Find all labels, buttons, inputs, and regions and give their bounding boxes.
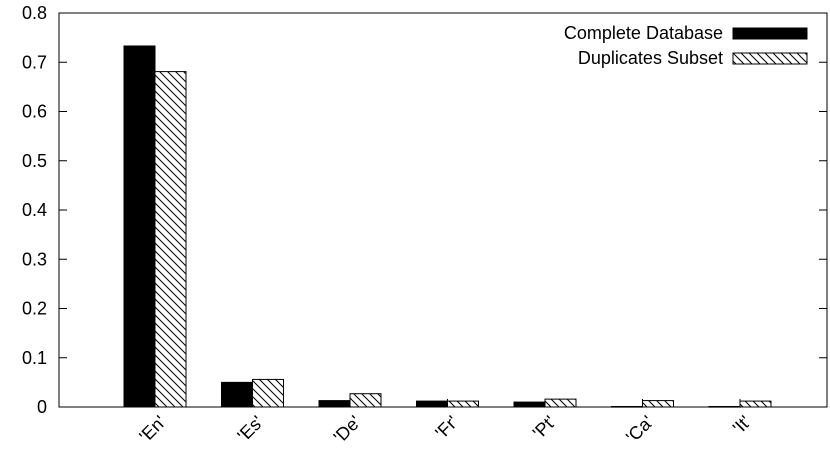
bar-duplicates-subset-6 xyxy=(739,400,772,408)
x-tick-label-3: 'Fr' xyxy=(431,412,462,443)
bar-duplicates-subset-3 xyxy=(447,400,479,408)
legend-label-0: Complete Database xyxy=(564,23,723,43)
bar-duplicates-subset-5 xyxy=(642,400,674,408)
y-tick-label-3: 0.3 xyxy=(22,249,47,269)
legend-swatch-0 xyxy=(732,27,808,40)
bar-complete-database-0 xyxy=(123,45,156,408)
bar-complete-database-2 xyxy=(318,400,351,408)
legend: Complete Database Duplicates Subset xyxy=(564,23,808,68)
bar-complete-database-3 xyxy=(416,400,448,408)
x-tick-label-6: 'It' xyxy=(729,412,755,438)
y-tick-label-5: 0.5 xyxy=(22,151,47,171)
legend-swatch-1 xyxy=(732,52,808,65)
y-tick-label-1: 0.1 xyxy=(22,348,47,368)
y-tick-label-4: 0.4 xyxy=(22,200,47,220)
x-tick-label-2: 'De' xyxy=(330,412,365,447)
bar-complete-database-4 xyxy=(513,401,546,408)
bar-duplicates-subset-0 xyxy=(154,71,187,408)
bar-duplicates-subset-1 xyxy=(252,378,284,408)
bar-complete-database-1 xyxy=(221,381,253,408)
x-tick-label-1: 'Es' xyxy=(233,412,267,446)
y-tick-label-6: 0.6 xyxy=(22,102,47,122)
y-tick-label-7: 0.7 xyxy=(22,52,47,72)
plot-area xyxy=(123,45,772,408)
legend-label-1: Duplicates Subset xyxy=(578,48,723,68)
x-tick-label-0: 'En' xyxy=(135,412,170,447)
y-tick-label-2: 0.2 xyxy=(22,299,47,319)
x-tick-label-5: 'Ca' xyxy=(622,412,657,447)
bar-duplicates-subset-2 xyxy=(349,393,382,408)
x-tick-label-4: 'Pt' xyxy=(529,412,560,443)
bar-duplicates-subset-4 xyxy=(544,398,577,408)
y-tick-label-8: 0.8 xyxy=(22,3,47,23)
y-tick-label-0: 0 xyxy=(37,397,47,417)
